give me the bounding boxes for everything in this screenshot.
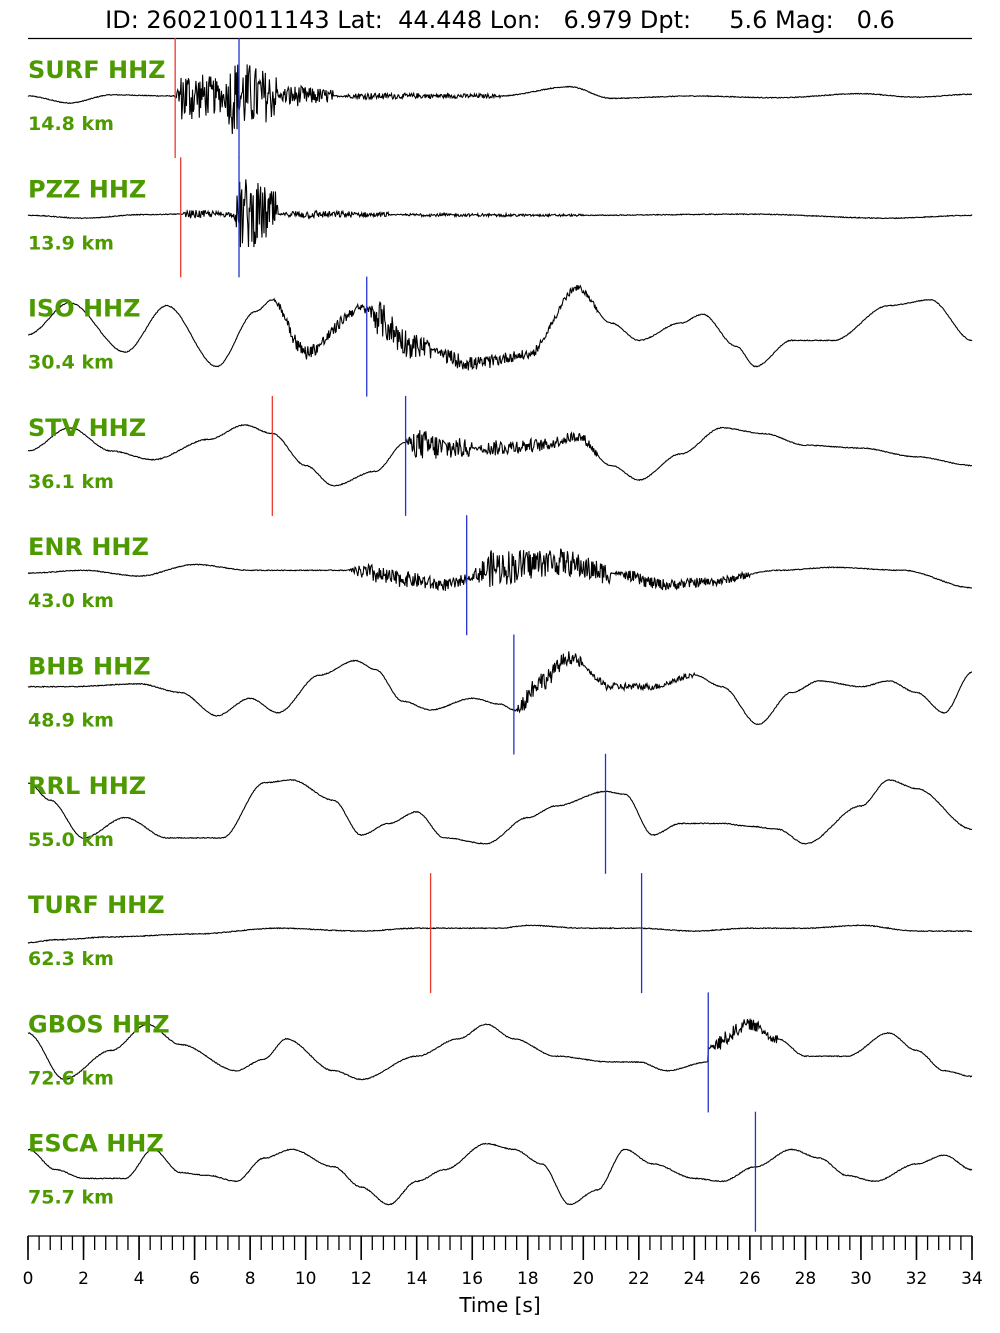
x-tick-label: 22 [628,1269,650,1289]
station-distance-label: 48.9 km [28,710,114,732]
labels-layer: SURF HHZ 14.8 km PZZ HHZ 13.9 km ISO HHZ 30.4… [28,56,170,1209]
waveform-trace-5 [27,548,973,592]
station-name-label: SURF HHZ [28,56,166,84]
station-distance-label: 75.7 km [28,1187,114,1209]
x-tick-label: 30 [850,1269,872,1289]
x-tick-label: 14 [406,1269,428,1289]
x-tick-label: 4 [134,1269,145,1289]
waveform-trace-8 [27,924,973,944]
waveform-trace-9 [27,1018,973,1081]
x-tick-label: 32 [906,1269,928,1289]
x-tick-label: 26 [739,1269,761,1289]
station-name-label: PZZ HHZ [28,175,146,203]
waveform-trace-3 [27,284,973,371]
station-distance-label: 55.0 km [28,829,114,851]
x-tick-label: 28 [795,1269,817,1289]
x-tick-label: 20 [572,1269,594,1289]
station-name-label: TURF HHZ [28,891,165,919]
x-tick-label: 16 [461,1269,483,1289]
station-name-label: BHB HHZ [28,653,151,681]
station-distance-label: 72.6 km [28,1067,114,1089]
station-name-label: GBOS HHZ [28,1010,170,1038]
x-tick-label: 8 [245,1269,256,1289]
x-tick-label: 10 [295,1269,317,1289]
station-name-label: ESCA HHZ [28,1130,164,1158]
waveform-trace-10 [27,1142,973,1206]
picks-layer [174,38,757,1232]
x-tick-label: 12 [350,1269,372,1289]
waveform-trace-1 [27,64,973,135]
x-tick-label: 18 [517,1269,539,1289]
x-tick-label: 2 [78,1269,89,1289]
event-header: ID: 260210011143 Lat: 44.448 Lon: 6.979 … [105,6,895,34]
waveform-trace-4 [27,423,973,487]
station-distance-label: 14.8 km [28,113,114,135]
x-axis-label: Time [s] [458,1293,540,1317]
x-tick-label: 6 [189,1269,200,1289]
traces-layer [27,64,973,1206]
station-name-label: RRL HHZ [28,772,146,800]
station-name-label: ENR HHZ [28,533,149,561]
station-distance-label: 43.0 km [28,590,114,612]
waveform-trace-7 [27,779,973,845]
x-tick-label: 24 [684,1269,706,1289]
station-distance-label: 30.4 km [28,352,114,374]
station-name-label: ISO HHZ [28,295,141,323]
station-name-label: STV HHZ [28,414,146,442]
station-distance-label: 62.3 km [28,948,114,970]
waveform-trace-6 [27,651,973,726]
station-distance-label: 13.9 km [28,232,114,254]
station-distance-label: 36.1 km [28,471,114,493]
x-tick-label: 0 [23,1269,34,1289]
waveform-trace-2 [27,179,973,248]
x-tick-label: 34 [961,1269,983,1289]
